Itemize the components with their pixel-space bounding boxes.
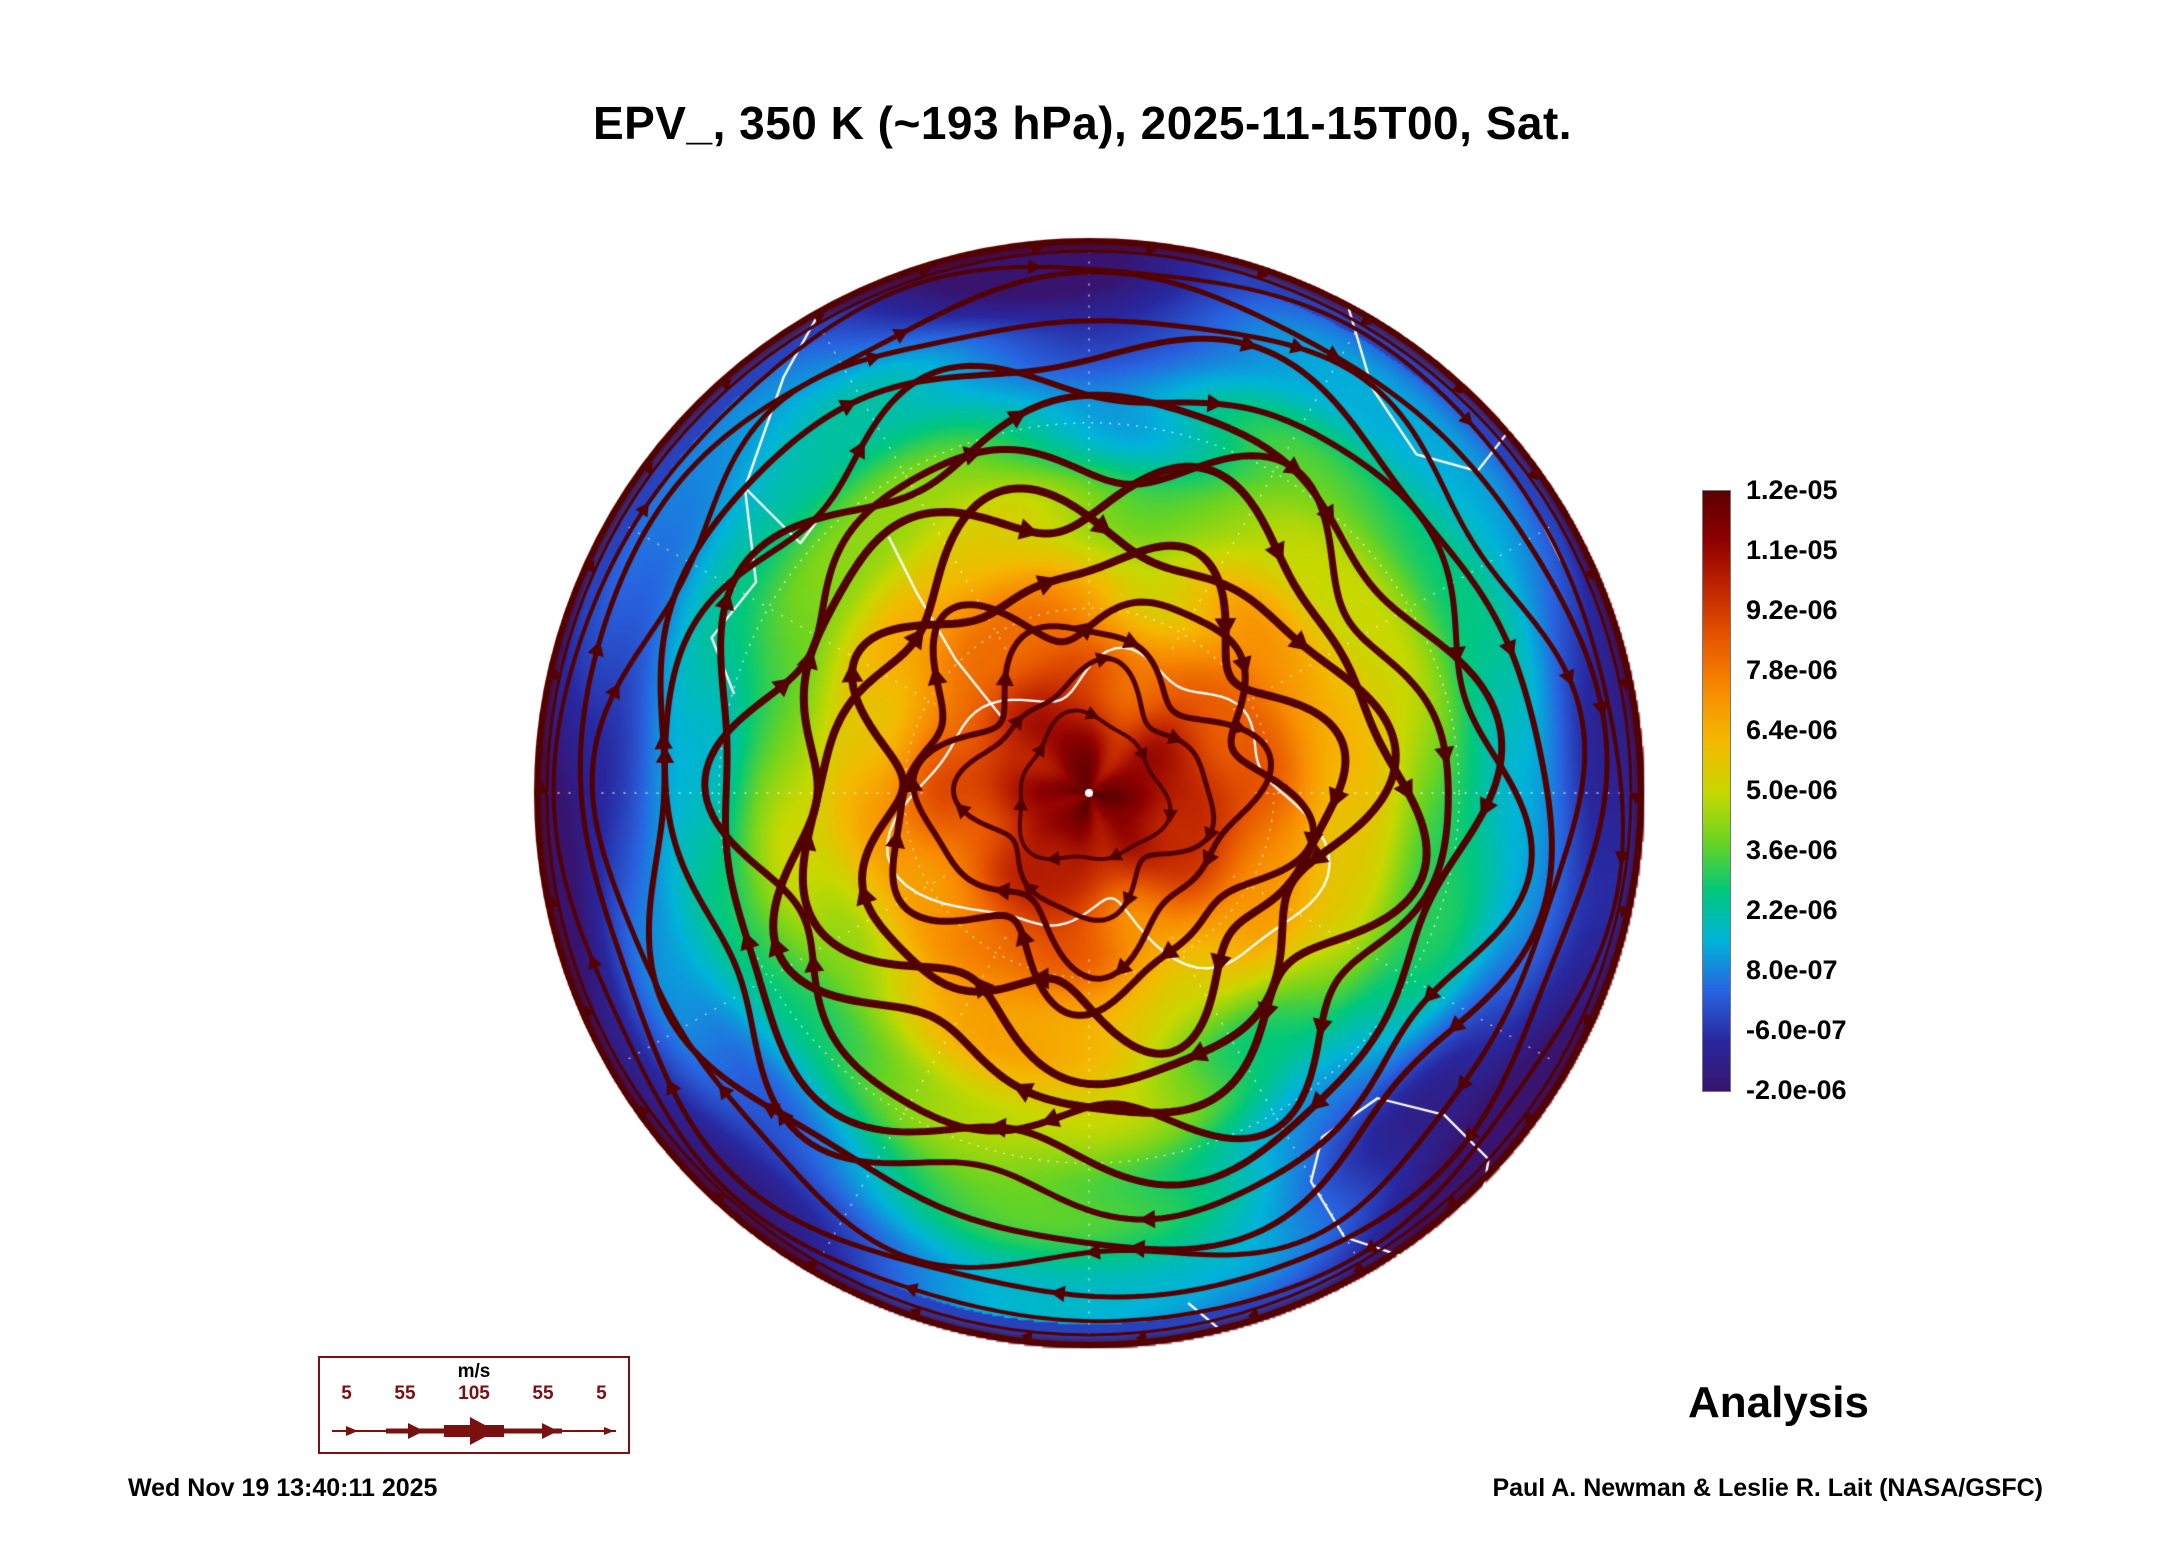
colorbar-label: 7.8e-06 — [1746, 655, 1838, 685]
wind-legend-value: 105 — [458, 1383, 490, 1404]
wind-legend-value: 5 — [341, 1383, 352, 1404]
wind-legend-value: 55 — [394, 1383, 416, 1404]
analysis-label: Analysis — [1688, 1378, 1869, 1427]
wind-legend-unit: m/s — [457, 1361, 491, 1382]
colorbar-label: -6.0e-07 — [1746, 1015, 1847, 1045]
wind-arrow-scale-icon — [332, 1417, 616, 1445]
colorbar-label: 6.4e-06 — [1746, 715, 1838, 745]
wind-speed-legend: m/s 5 55 105 55 5 — [318, 1356, 630, 1454]
colorbar-label: 9.2e-06 — [1746, 595, 1838, 625]
colorbar-label: 2.2e-06 — [1746, 895, 1838, 925]
colorbar-label: 5.0e-06 — [1746, 775, 1838, 805]
wind-legend-value: 5 — [596, 1383, 607, 1404]
colorbar-label: 1.2e-05 — [1746, 475, 1838, 505]
footer-credit: Paul A. Newman & Leslie R. Lait (NASA/GS… — [1492, 1474, 2043, 1502]
streamline-overlay-canvas — [528, 232, 1650, 1354]
colorbar-gradient — [1703, 491, 1730, 1091]
colorbar-labels: 1.2e-05 1.1e-05 9.2e-06 7.8e-06 6.4e-06 … — [1746, 475, 1906, 1105]
colorbar-label: 8.0e-07 — [1746, 955, 1838, 985]
wind-legend-value: 55 — [532, 1383, 554, 1404]
colorbar-label: 3.6e-06 — [1746, 835, 1838, 865]
epv-polar-map — [528, 232, 1650, 1354]
colorbar-label: -2.0e-06 — [1746, 1075, 1847, 1105]
plot-title: EPV_, 350 K (~193 hPa), 2025-11-15T00, S… — [592, 97, 1573, 149]
footer-timestamp: Wed Nov 19 13:40:11 2025 — [128, 1474, 438, 1502]
colorbar — [1702, 490, 1731, 1092]
colorbar-label: 1.1e-05 — [1746, 535, 1838, 565]
wind-legend-values: 5 55 105 55 5 — [320, 1383, 628, 1405]
